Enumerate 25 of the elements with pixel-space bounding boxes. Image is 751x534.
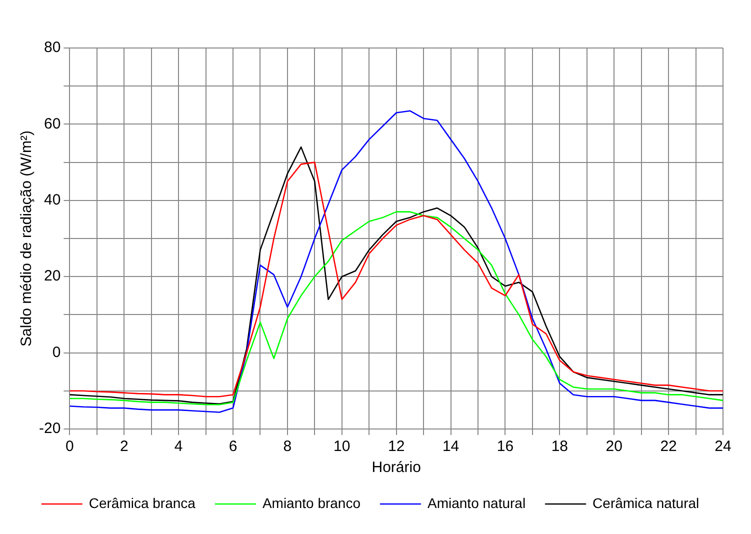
legend-label: Amianto branco [262,494,361,511]
legend-label: Cerâmica natural [592,494,700,511]
x-tick-label: 0 [66,438,74,456]
x-tick-label: 24 [714,438,732,456]
y-tick-label: 40 [44,192,61,209]
y-tick-label: 20 [44,268,61,285]
y-tick-label: -20 [38,420,61,438]
y-tick-label: 0 [52,344,61,361]
x-tick-label: 12 [388,438,405,456]
x-tick-label: 16 [496,438,514,456]
x-axis-title: Horário [372,459,421,476]
x-tick-label: 14 [442,438,460,456]
x-tick-label: 18 [551,438,568,456]
y-tick-label: 60 [44,115,61,132]
y-tick-label: 80 [44,39,61,56]
x-tick-label: 20 [606,438,622,456]
x-tick-label: 2 [120,438,128,456]
x-tick-label: 4 [174,438,183,456]
x-tick-label: 6 [228,438,238,456]
legend-label: Cerâmica branca [88,494,196,511]
x-tick-label: 10 [334,438,350,456]
legend-label: Amianto natural [428,494,526,511]
y-axis-title: Saldo médio de radiação (W/m²) [18,130,36,346]
x-tick-label: 22 [660,438,677,456]
x-tick-label: 8 [283,438,292,456]
